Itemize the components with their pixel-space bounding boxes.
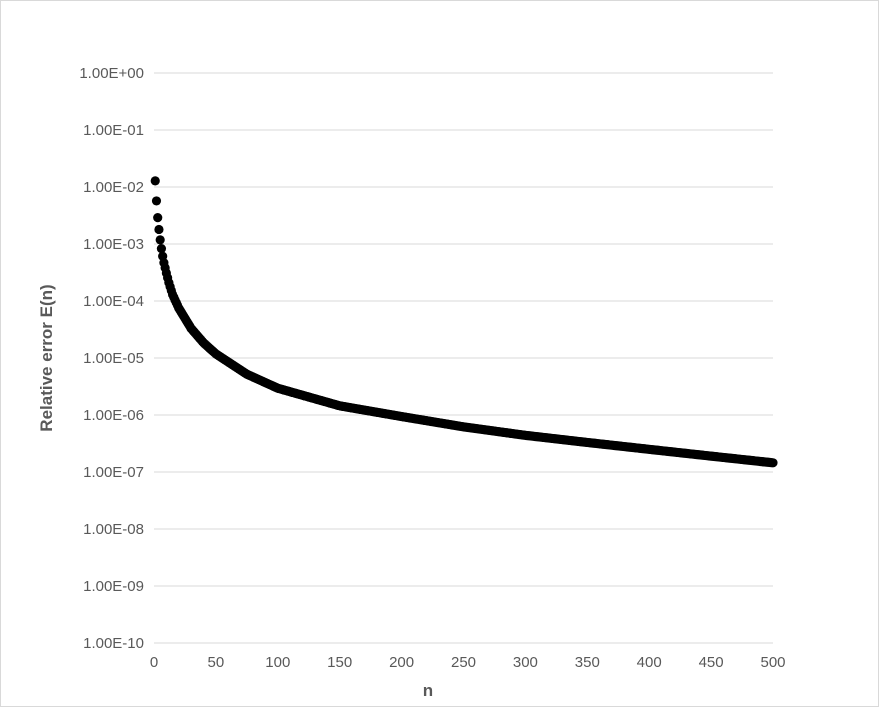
y-tick-labels: 1.00E+00 1.00E-01 1.00E-02 1.00E-03 1.00E-04…	[79, 65, 144, 652]
y-tick-label: 1.00E+00	[79, 65, 144, 82]
y-tick-label: 1.00E-04	[83, 293, 144, 310]
x-tick-label: 150	[327, 654, 352, 671]
x-tick-label: 100	[265, 654, 290, 671]
x-tick-label: 450	[699, 654, 724, 671]
y-tick-label: 1.00E-09	[83, 578, 144, 595]
y-tick-label: 1.00E-07	[83, 464, 144, 481]
data-point	[154, 224, 164, 235]
x-tick-label: 200	[389, 654, 414, 671]
y-tick-label: 1.00E-08	[83, 521, 144, 538]
x-tick-label: 250	[451, 654, 476, 671]
x-tick-label: 0	[150, 654, 158, 671]
y-tick-label: 1.00E-02	[83, 179, 144, 196]
y-tick-label: 1.00E-05	[83, 350, 144, 367]
data-point	[153, 213, 163, 223]
x-tick-labels: 0 50 100 150 200 250 300 350 400 450 500	[150, 654, 786, 671]
data-point	[151, 196, 162, 206]
y-tick-label: 1.00E-01	[83, 122, 144, 139]
x-tick-label: 350	[575, 654, 600, 671]
gridlines	[154, 72, 773, 644]
x-tick-label: 400	[637, 654, 662, 671]
x-axis-title: n	[423, 681, 433, 700]
x-tick-label: 300	[513, 654, 538, 671]
y-axis-title: Relative error E(n)	[37, 284, 56, 431]
data-point	[155, 235, 165, 245]
y-tick-label: 1.00E-10	[83, 635, 144, 652]
x-tick-label: 500	[760, 654, 785, 671]
y-tick-label: 1.00E-03	[83, 236, 144, 253]
data-point	[768, 458, 778, 468]
x-tick-label: 50	[208, 654, 225, 671]
data-points	[150, 176, 778, 468]
data-point	[150, 176, 160, 186]
data-point	[156, 244, 167, 254]
y-tick-label: 1.00E-06	[83, 407, 144, 424]
